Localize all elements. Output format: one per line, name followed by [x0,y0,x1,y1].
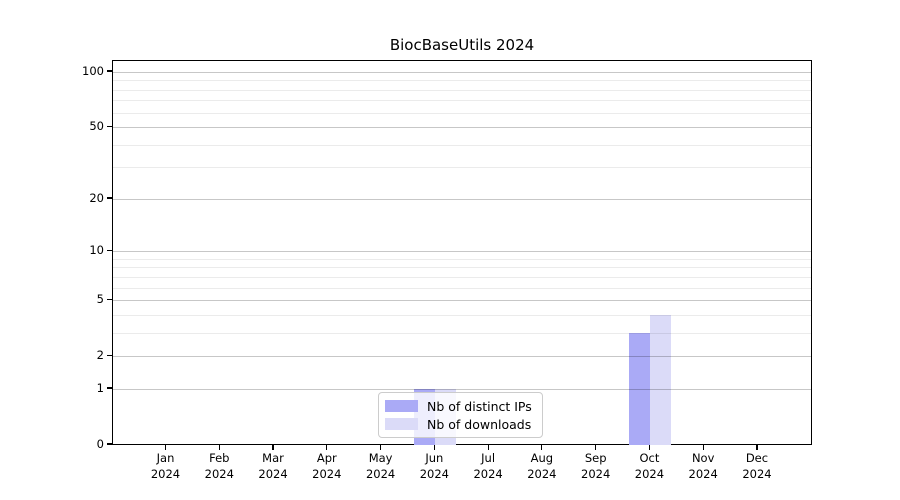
gridline-90 [113,80,811,82]
y-tick-mark [107,249,112,251]
x-tick-label-jan: Jan 2024 [150,451,181,481]
x-tick-label-mar: Mar 2024 [258,451,288,481]
x-tick-label-sep: Sep 2024 [581,451,611,481]
x-tick-mark [272,445,274,450]
x-tick-label-dec: Dec 2024 [742,451,772,481]
gridline-70 [113,100,811,102]
x-tick-label-jun: Jun 2024 [419,451,449,481]
y-tick-mark [107,125,112,127]
x-tick-label-may: May 2024 [365,451,396,481]
y-tick-mark [107,387,112,389]
x-tick-mark [218,445,220,450]
x-tick-label-jul: Jul 2024 [473,451,503,481]
gridline-20 [113,198,811,200]
y-tick-label-10: 10 [89,243,104,258]
gridline-80 [113,89,811,91]
y-tick-label-20: 20 [89,190,104,205]
y-tick-mark [107,70,112,72]
gridline-4 [113,314,811,316]
chart-title: BiocBaseUtils 2024 [389,36,535,54]
gridline-50 [113,127,811,129]
gridline-7 [113,276,811,278]
legend-swatch-distinct-ips [385,400,418,412]
bar-distinct-ips-oct [629,332,651,445]
y-tick-mark [107,443,112,445]
legend-swatch-downloads [385,418,418,430]
y-tick-label-0: 0 [96,437,104,451]
x-tick-label-feb: Feb 2024 [204,451,234,481]
y-tick-mark [107,354,112,356]
x-tick-mark [487,445,489,450]
x-tick-mark [702,445,704,450]
plot-area [112,60,812,445]
y-tick-label-100: 100 [82,63,104,78]
x-tick-label-apr: Apr 2024 [312,451,342,481]
gridline-40 [113,144,811,146]
gridline-9 [113,258,811,260]
x-tick-mark [541,445,543,450]
legend-entry-distinct-ips: Nb of distinct IPs [385,399,534,414]
gridline-3 [113,332,811,334]
legend-label-distinct-ips: Nb of distinct IPs [427,398,532,414]
bar-downloads-oct [650,314,672,445]
legend: Nb of distinct IPs Nb of downloads [378,392,543,438]
y-tick-label-2: 2 [96,348,104,363]
x-tick-label-nov: Nov 2024 [688,451,718,481]
gridline-8 [113,267,811,269]
gridline-1 [113,388,811,390]
gridline-5 [113,300,811,302]
gridline-30 [113,167,811,169]
y-tick-label-5: 5 [96,292,104,307]
x-tick-label-oct: Oct 2024 [634,451,665,481]
gridline-100 [113,71,811,73]
x-tick-mark [326,445,328,450]
x-tick-mark [756,445,758,450]
y-tick-mark [107,298,112,300]
y-tick-label-50: 50 [89,119,104,134]
gridline-10 [113,251,811,253]
legend-label-downloads: Nb of downloads [427,416,532,432]
x-tick-label-aug: Aug 2024 [527,451,557,481]
y-tick-mark [107,197,112,199]
gridline-2 [113,356,811,358]
x-tick-mark [164,445,167,450]
gridline-6 [113,287,811,289]
x-tick-mark [433,445,435,450]
gridline-60 [113,112,811,114]
legend-entry-downloads: Nb of downloads [385,417,534,432]
y-tick-label-1: 1 [96,380,104,395]
x-tick-mark [595,445,597,450]
x-tick-mark [648,445,651,450]
x-tick-mark [379,445,382,450]
